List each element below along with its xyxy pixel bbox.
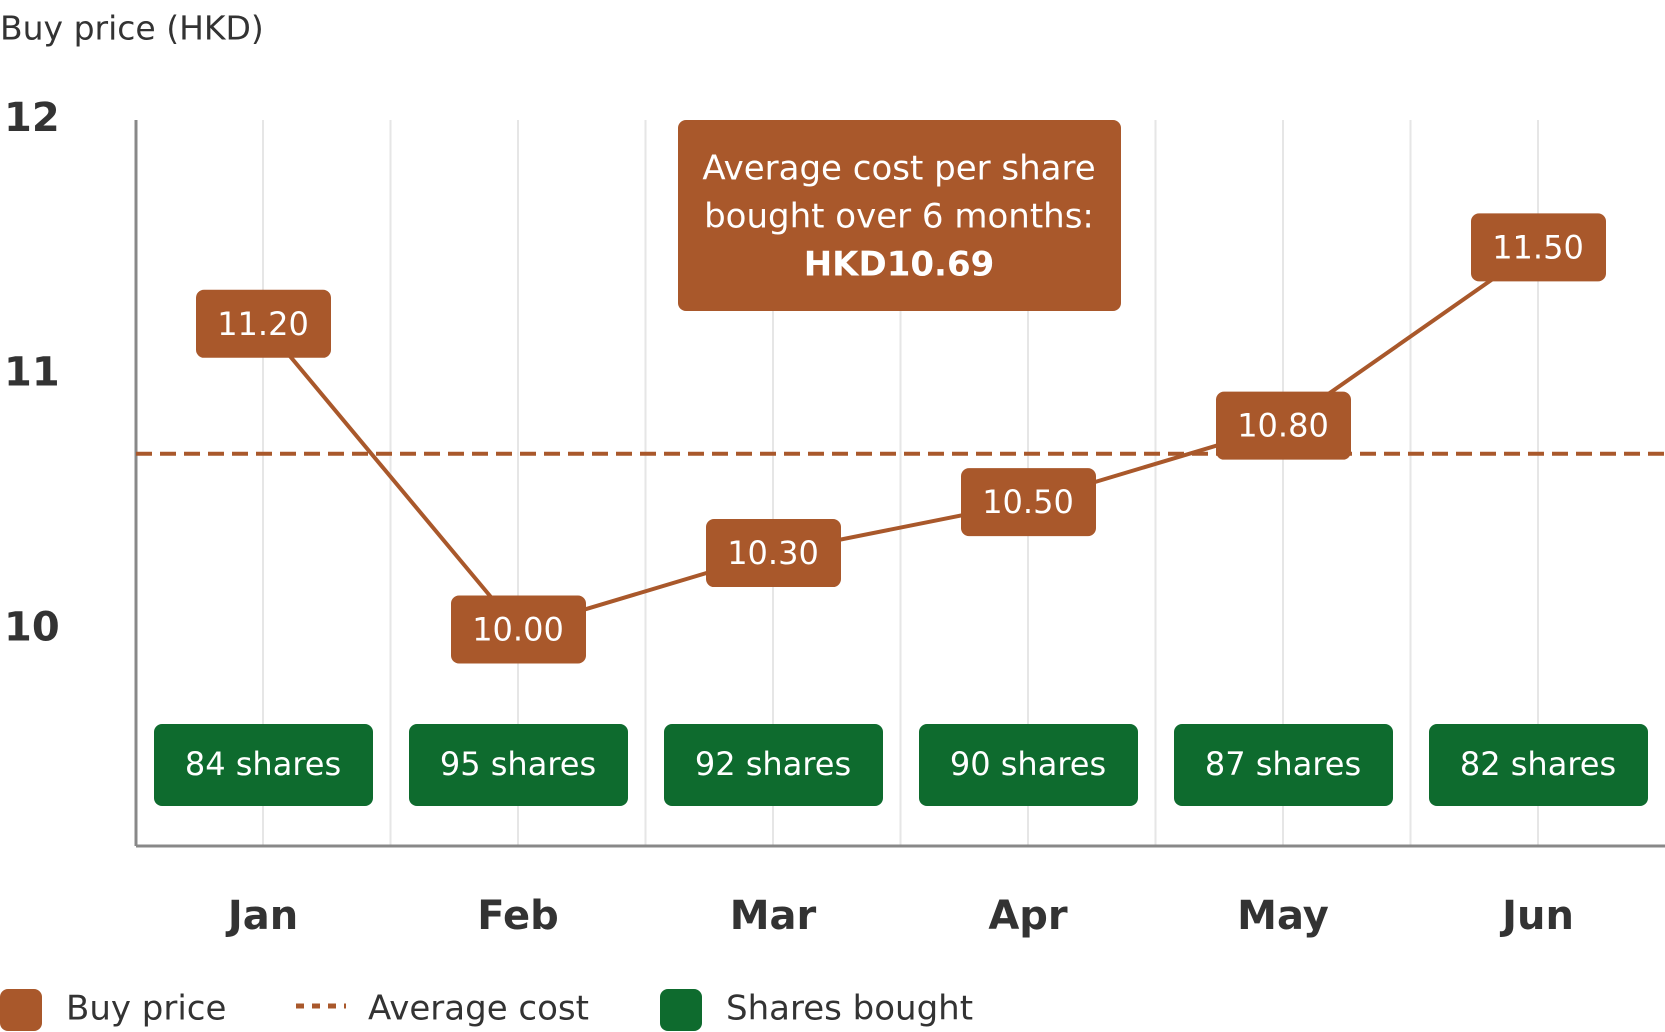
price-label: 10.50: [982, 483, 1074, 521]
legend-label: Average cost: [368, 989, 589, 1029]
price-label-box: [1471, 213, 1606, 282]
shares-label: 90 shares: [950, 745, 1106, 783]
annotation-value: HKD10.69: [804, 245, 995, 285]
legend-label: Shares bought: [726, 989, 973, 1029]
shares-box: [1174, 724, 1393, 806]
x-tick-label: Feb: [477, 893, 558, 939]
annotation-text: bought over 6 months:: [704, 197, 1094, 237]
price-label: 10.30: [727, 534, 819, 572]
x-tick-label: Jun: [1499, 893, 1574, 939]
annotation-text: Average cost per share: [702, 149, 1095, 189]
shares-label: 84 shares: [185, 745, 341, 783]
price-label: 11.50: [1492, 228, 1584, 266]
legend-label: Buy price: [66, 989, 226, 1029]
price-label: 10.00: [472, 610, 564, 648]
annotation-box: [678, 120, 1121, 311]
x-tick-label: May: [1237, 893, 1329, 939]
x-tick-label: Mar: [730, 893, 817, 939]
y-tick-label: 12: [4, 95, 60, 141]
y-axis-label: Buy price (HKD): [0, 9, 264, 48]
shares-label: 95 shares: [440, 745, 596, 783]
shares-box: [1429, 724, 1648, 806]
price-label: 10.80: [1237, 407, 1329, 445]
y-tick-label: 10: [4, 604, 60, 650]
price-label: 11.20: [217, 305, 309, 343]
price-label-box: [961, 468, 1096, 537]
y-tick-label: 11: [4, 350, 60, 396]
shares-box: [919, 724, 1138, 806]
shares-box: [154, 724, 373, 806]
price-label-box: [706, 519, 841, 588]
x-tick-label: Apr: [988, 893, 1068, 939]
price-label-box: [1216, 391, 1351, 460]
legend-swatch: [0, 989, 42, 1031]
price-label-box: [451, 595, 586, 664]
shares-label: 82 shares: [1460, 745, 1616, 783]
x-tick-label: Jan: [225, 893, 298, 939]
shares-box: [664, 724, 883, 806]
shares-box: [409, 724, 628, 806]
legend-swatch: [660, 989, 702, 1031]
price-label-box: [196, 289, 331, 358]
shares-label: 92 shares: [695, 745, 851, 783]
shares-label: 87 shares: [1205, 745, 1361, 783]
